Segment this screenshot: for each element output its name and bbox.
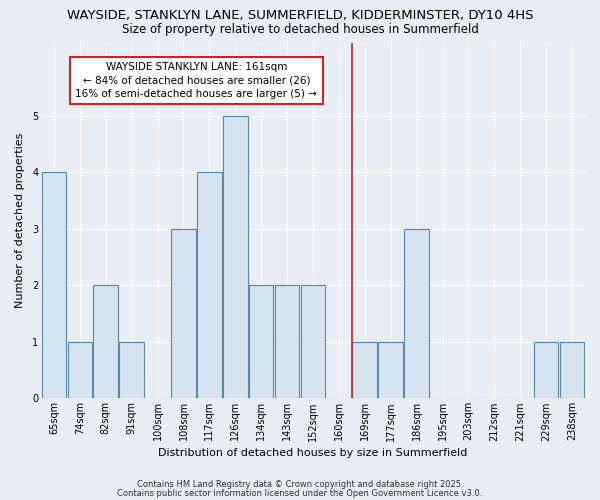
Bar	[534, 342, 559, 398]
Bar	[404, 229, 429, 398]
Bar	[352, 342, 377, 398]
Text: Contains public sector information licensed under the Open Government Licence v3: Contains public sector information licen…	[118, 490, 482, 498]
Bar	[94, 286, 118, 399]
Y-axis label: Number of detached properties: Number of detached properties	[15, 133, 25, 308]
Text: WAYSIDE STANKLYN LANE: 161sqm
← 84% of detached houses are smaller (26)
16% of s: WAYSIDE STANKLYN LANE: 161sqm ← 84% of d…	[76, 62, 317, 98]
Bar	[171, 229, 196, 398]
Bar	[119, 342, 144, 398]
Bar	[275, 286, 299, 399]
Text: Contains HM Land Registry data © Crown copyright and database right 2025.: Contains HM Land Registry data © Crown c…	[137, 480, 463, 489]
Bar	[68, 342, 92, 398]
Bar	[560, 342, 584, 398]
Bar	[379, 342, 403, 398]
Text: Size of property relative to detached houses in Summerfield: Size of property relative to detached ho…	[122, 22, 478, 36]
Bar	[197, 172, 221, 398]
Text: WAYSIDE, STANKLYN LANE, SUMMERFIELD, KIDDERMINSTER, DY10 4HS: WAYSIDE, STANKLYN LANE, SUMMERFIELD, KID…	[67, 9, 533, 22]
Bar	[301, 286, 325, 399]
Bar	[223, 116, 248, 399]
X-axis label: Distribution of detached houses by size in Summerfield: Distribution of detached houses by size …	[158, 448, 467, 458]
Bar	[41, 172, 66, 398]
Bar	[249, 286, 274, 399]
